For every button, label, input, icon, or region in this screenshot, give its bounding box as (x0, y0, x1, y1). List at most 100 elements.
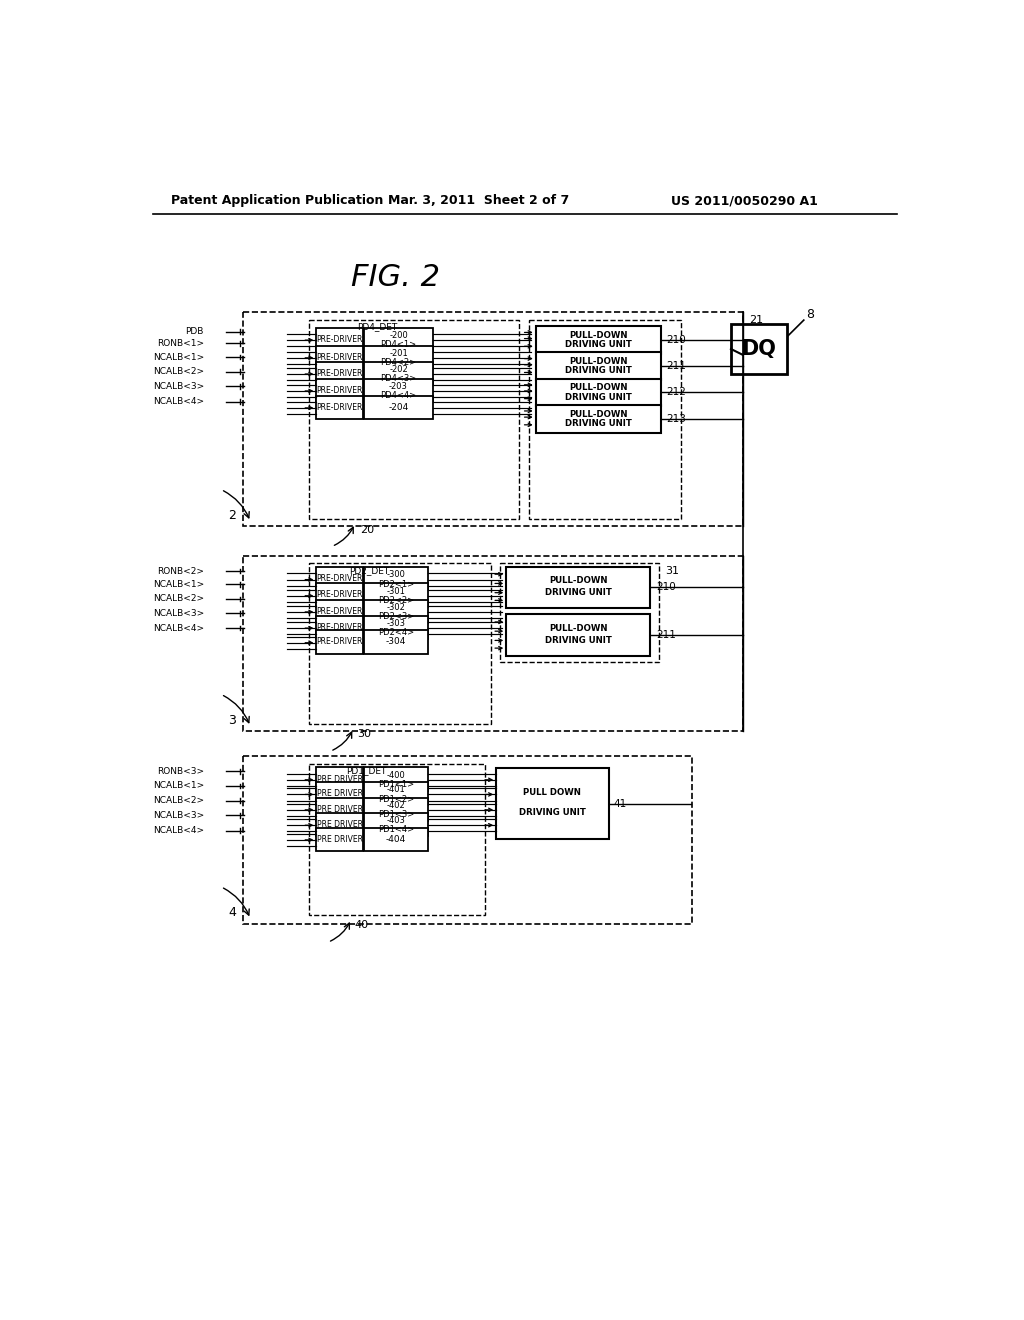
Bar (506, 614, 650, 656)
Text: 212: 212 (667, 388, 686, 397)
Text: 213: 213 (667, 413, 686, 424)
Text: -204: -204 (388, 403, 409, 412)
Text: RONB<2>: RONB<2> (157, 566, 204, 576)
Text: PD1<2>: PD1<2> (378, 795, 415, 804)
Bar (316, 583, 362, 607)
Text: PD2<2>: PD2<2> (378, 595, 415, 605)
Text: PULL-DOWN: PULL-DOWN (569, 409, 628, 418)
Text: -403: -403 (387, 816, 406, 825)
Bar (365, 379, 432, 401)
Text: DRIVING UNIT: DRIVING UNIT (565, 341, 632, 350)
Text: PD4<2>: PD4<2> (380, 358, 417, 367)
Bar (506, 566, 650, 609)
Bar (316, 346, 362, 368)
Text: -301: -301 (387, 586, 406, 595)
Bar (316, 599, 362, 623)
Text: NCALB<3>: NCALB<3> (153, 381, 204, 391)
Text: 210: 210 (655, 582, 676, 593)
Text: 8: 8 (806, 308, 814, 321)
Text: -402: -402 (387, 801, 406, 809)
Text: NCALB<1>: NCALB<1> (153, 352, 204, 362)
Text: NCALB<1>: NCALB<1> (153, 579, 204, 589)
Text: 30: 30 (357, 730, 372, 739)
Text: PRE DRIVER: PRE DRIVER (316, 834, 362, 843)
Text: 20: 20 (359, 524, 374, 535)
Bar (316, 379, 362, 401)
Text: 40: 40 (354, 920, 369, 931)
Bar (365, 362, 432, 385)
Text: PDB: PDB (185, 327, 204, 337)
Text: PRE-DRIVER: PRE-DRIVER (316, 368, 362, 378)
Text: NCALB<3>: NCALB<3> (153, 810, 204, 820)
Text: PRE-DRIVER: PRE-DRIVER (316, 607, 362, 615)
Text: RONB<3>: RONB<3> (157, 767, 204, 776)
Text: PD2<3>: PD2<3> (378, 612, 415, 620)
Bar (529, 321, 681, 519)
Bar (316, 631, 362, 653)
Text: PRE DRIVER: PRE DRIVER (316, 775, 362, 784)
Bar (536, 352, 662, 380)
Bar (365, 568, 428, 590)
Text: NCALB<2>: NCALB<2> (153, 367, 204, 376)
Text: PULL-DOWN: PULL-DOWN (549, 576, 607, 585)
Bar (316, 813, 362, 836)
Bar (316, 362, 362, 385)
Bar (365, 767, 428, 791)
Bar (243, 313, 742, 527)
Bar (536, 405, 662, 433)
Text: 2: 2 (228, 510, 236, 523)
Text: -303: -303 (387, 619, 406, 628)
Bar (308, 321, 519, 519)
Bar (308, 564, 490, 723)
Text: PULL-DOWN: PULL-DOWN (569, 331, 628, 341)
Text: PRE-DRIVER: PRE-DRIVER (316, 623, 362, 632)
Text: NCALB<2>: NCALB<2> (153, 796, 204, 805)
Text: FIG. 2: FIG. 2 (351, 263, 440, 292)
Text: 210: 210 (667, 335, 686, 345)
Bar (365, 599, 428, 623)
Bar (365, 781, 428, 805)
Bar (536, 379, 662, 407)
Text: 211: 211 (655, 630, 676, 640)
Text: PD2<1>: PD2<1> (378, 579, 415, 589)
Text: PULL DOWN: PULL DOWN (523, 788, 582, 797)
Text: 3: 3 (228, 714, 236, 727)
Bar (316, 327, 362, 351)
Text: DRIVING UNIT: DRIVING UNIT (545, 589, 611, 597)
Text: DRIVING UNIT: DRIVING UNIT (545, 636, 611, 645)
Text: PD2<4>: PD2<4> (378, 628, 415, 638)
Text: DQ: DQ (741, 339, 776, 359)
Text: PD1_DET: PD1_DET (346, 766, 387, 775)
Text: 41: 41 (614, 799, 627, 809)
Bar (496, 768, 608, 840)
Bar (731, 323, 786, 374)
Text: PD4<4>: PD4<4> (380, 391, 417, 400)
Text: US 2011/0050290 A1: US 2011/0050290 A1 (671, 194, 817, 207)
Text: DRIVING UNIT: DRIVING UNIT (519, 808, 586, 817)
Text: PD1<1>: PD1<1> (378, 780, 415, 789)
Text: PD4<3>: PD4<3> (380, 374, 417, 383)
Text: 21: 21 (749, 315, 763, 325)
Text: PRE-DRIVER: PRE-DRIVER (316, 385, 362, 395)
Text: -202: -202 (389, 364, 408, 374)
Text: Mar. 3, 2011  Sheet 2 of 7: Mar. 3, 2011 Sheet 2 of 7 (388, 194, 569, 207)
Bar (316, 767, 362, 791)
Text: PRE DRIVER: PRE DRIVER (316, 820, 362, 829)
Bar (365, 327, 432, 351)
Bar (316, 828, 362, 850)
Bar (365, 813, 428, 836)
Bar (316, 797, 362, 821)
Text: DRIVING UNIT: DRIVING UNIT (565, 418, 632, 428)
Bar (316, 615, 362, 639)
Text: 31: 31 (665, 566, 679, 576)
Text: PD4_DET: PD4_DET (356, 322, 397, 331)
Text: Patent Application Publication: Patent Application Publication (171, 194, 383, 207)
Bar (365, 631, 428, 653)
Text: PRE DRIVER: PRE DRIVER (316, 789, 362, 799)
Bar (316, 396, 362, 418)
Text: 211: 211 (667, 362, 686, 371)
Bar (316, 781, 362, 805)
Text: NCALB<4>: NCALB<4> (153, 397, 204, 407)
Bar (536, 326, 662, 354)
Bar (243, 756, 692, 924)
